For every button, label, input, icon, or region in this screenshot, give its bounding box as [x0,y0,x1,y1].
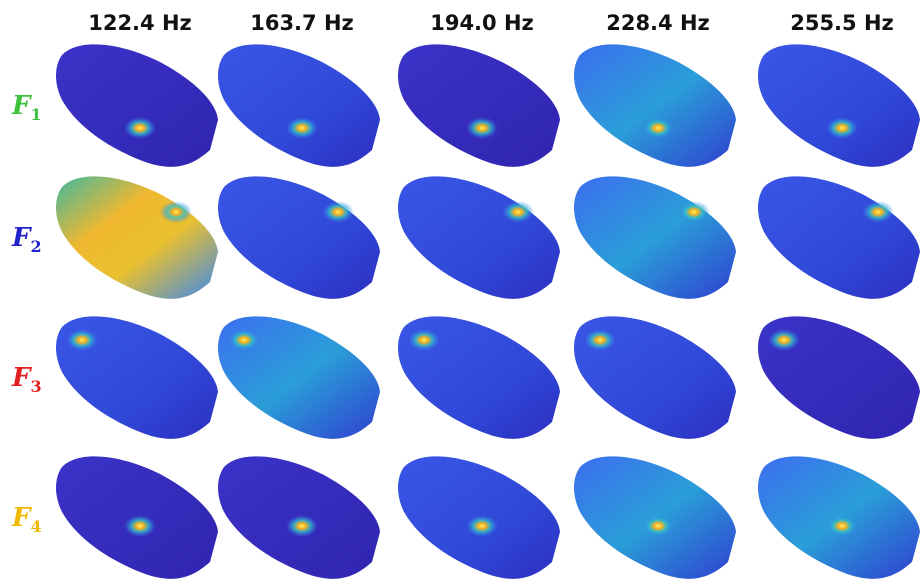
surface-cell [218,44,380,167]
hotspot [826,117,858,139]
surface-cell [758,456,920,579]
hotspot [124,515,156,537]
hotspot [408,329,440,351]
surface-cell [398,176,560,299]
figure: 122.4 Hz 163.7 Hz 194.0 Hz 228.4 Hz 255.5 Hz… [0,0,923,588]
row-label-letter: F [11,363,32,393]
surface-cell [758,316,920,439]
row-label: F3 [11,363,42,396]
row-label: F4 [11,503,42,536]
finger-surface [398,176,560,299]
surface-cell [218,316,380,439]
column-header: 228.4 Hz [606,11,710,35]
surface-cell [218,176,380,299]
hotspot [286,117,318,139]
hotspot [642,515,674,537]
row-label-letter: F [11,503,32,533]
surface-cell [574,44,736,167]
surface-cell [56,456,218,579]
hotspot [642,117,674,139]
finger-surface [398,44,560,167]
hotspot [502,201,534,223]
surface-cell [758,44,920,167]
surface-cell [398,316,560,439]
hotspot [66,329,98,351]
row-label-index: 1 [30,105,41,124]
surface-cell [574,316,736,439]
hotspot [466,117,498,139]
surface-cell [56,316,218,439]
finger-surface [218,44,380,167]
finger-surface [758,176,920,299]
hotspot [584,329,616,351]
column-header: 122.4 Hz [88,11,192,35]
finger-surface [56,176,218,299]
row-label-letter: F [11,223,32,253]
surface-cell [574,176,736,299]
hotspot [286,515,318,537]
hotspot [678,201,710,223]
finger-surface [56,44,218,167]
row-label: F1 [11,91,42,124]
column-header: 163.7 Hz [250,11,354,35]
finger-surface [758,44,920,167]
row-label-index: 4 [30,517,41,536]
surface-cell [574,456,736,579]
hotspot [826,515,858,537]
row-label-letter: F [11,91,32,121]
surface-cell [398,456,560,579]
surface-cell [218,456,380,579]
hotspot [862,201,894,223]
column-header: 255.5 Hz [790,11,894,35]
surface-cell [398,44,560,167]
hotspot [768,329,800,351]
finger-surface [218,176,380,299]
surface-cell [758,176,920,299]
hotspot [124,117,156,139]
hotspot [160,201,192,223]
surface-cell [56,176,218,299]
finger-surface [574,44,736,167]
row-label-index: 2 [30,237,41,256]
row-label-index: 3 [30,377,41,396]
surface-cell [56,44,218,167]
hotspot [228,329,260,351]
finger-surface [574,176,736,299]
row-label: F2 [11,223,42,256]
hotspot [466,515,498,537]
hotspot [322,201,354,223]
column-header: 194.0 Hz [430,11,534,35]
